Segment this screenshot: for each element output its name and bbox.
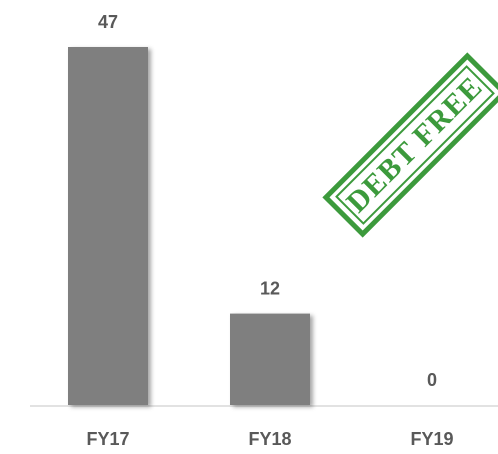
bar [68, 47, 148, 405]
stamp-inner-border [335, 65, 495, 225]
data-label: 12 [260, 278, 280, 298]
data-label: 47 [98, 12, 118, 32]
data-label: 0 [427, 370, 437, 390]
bar [230, 313, 310, 405]
stamp-text: DEBT FREE [340, 70, 489, 219]
x-tick-label: FY17 [86, 429, 129, 449]
x-tick-label: FY19 [410, 429, 453, 449]
stamp-border [322, 52, 498, 238]
stamp: DEBT FREE [322, 52, 498, 238]
x-tick-label: FY18 [248, 429, 291, 449]
